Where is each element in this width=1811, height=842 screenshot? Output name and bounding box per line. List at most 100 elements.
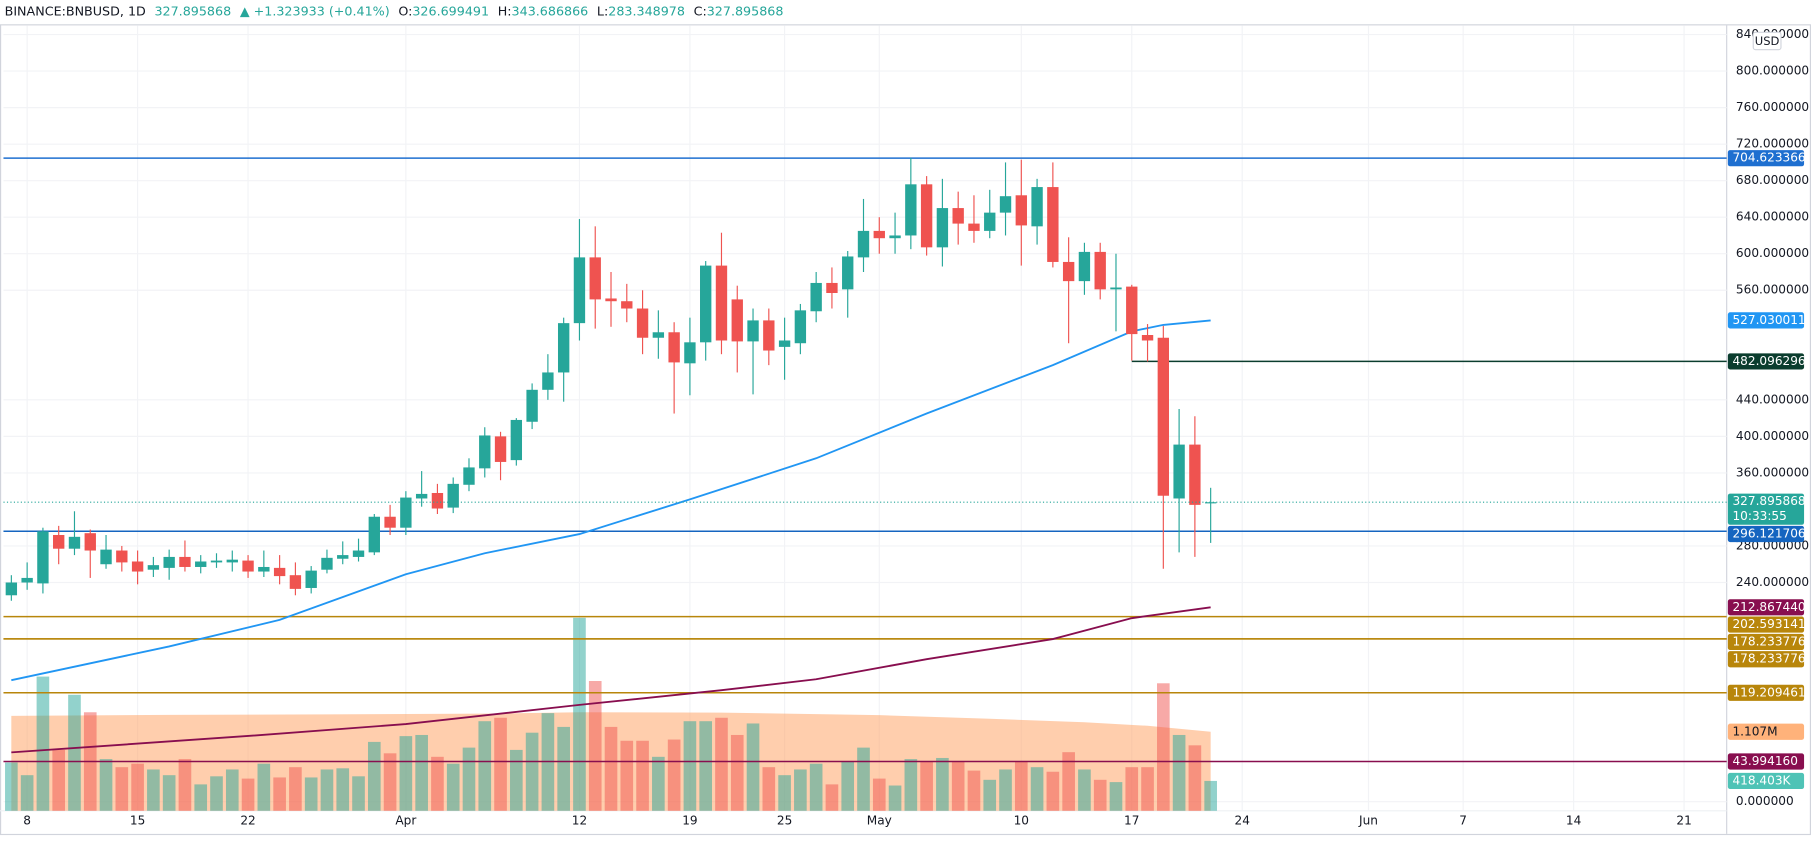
volume-bar — [1014, 761, 1028, 811]
candle-body — [179, 556, 191, 567]
volume-bar — [68, 694, 81, 811]
volume-bar — [178, 759, 192, 811]
ma-label: 212.867440 — [1732, 600, 1805, 614]
volume-bar — [557, 726, 570, 811]
volume-ma-label-box — [1727, 723, 1805, 740]
volume-bar — [446, 763, 460, 811]
hline-label-box — [1727, 633, 1805, 651]
candle-body — [542, 372, 554, 390]
volume-bar — [857, 747, 870, 811]
volume-bar — [115, 767, 129, 811]
volume-bar — [967, 770, 981, 811]
volume-bar — [983, 779, 997, 811]
y-tick-label: 800.000000 — [1736, 64, 1809, 78]
candle-body — [810, 282, 822, 312]
candle-body — [952, 208, 964, 224]
x-tick-label: Apr — [395, 814, 416, 828]
legend-header: BINANCE:BNBUSD, 1D 327.895868 ▲ +1.32393… — [5, 3, 784, 18]
volume-bar — [304, 777, 318, 811]
y-tick-label: 760.000000 — [1736, 100, 1809, 114]
x-tick-label: 25 — [777, 814, 792, 828]
volume-bar — [415, 734, 428, 811]
volume-bar — [778, 775, 791, 811]
candle-body — [715, 265, 728, 341]
volume-bar — [573, 617, 586, 811]
volume-bar — [715, 717, 728, 811]
candle-body — [305, 570, 317, 588]
y-tick-label: 440.000000 — [1736, 392, 1809, 406]
volume-bar — [478, 721, 492, 811]
volume-bar — [1046, 771, 1060, 811]
currency-box — [1752, 31, 1782, 51]
x-tick-label: 22 — [240, 814, 255, 828]
volume-bar — [652, 756, 665, 811]
candle-body — [352, 550, 365, 557]
candle-body — [384, 516, 396, 528]
volume-bar — [320, 769, 334, 811]
hline-label: 119.209461 — [1732, 685, 1805, 699]
hline-label-box — [1727, 353, 1805, 370]
volume-bar — [920, 761, 933, 811]
volume-bar — [162, 775, 176, 811]
x-tick-label: May — [867, 814, 892, 828]
volume-bar — [225, 769, 239, 811]
x-tick-label: 17 — [1124, 814, 1139, 828]
volume-bar — [52, 749, 66, 811]
candle-body — [1173, 444, 1185, 499]
candle-body — [479, 435, 491, 469]
candle-body — [1062, 261, 1075, 282]
hline-label-box — [1727, 651, 1805, 668]
candle-body — [857, 230, 870, 258]
volume-bar — [36, 676, 50, 811]
volume-bar — [683, 721, 697, 811]
candle-body — [494, 436, 507, 462]
candle-body — [21, 577, 33, 583]
volume-bar — [289, 767, 302, 811]
ma-label: 527.030011 — [1732, 313, 1805, 327]
y-tick-label: 360.000000 — [1736, 465, 1809, 479]
y-tick-label: 640.000000 — [1736, 210, 1809, 224]
o-label: O: — [398, 3, 412, 18]
volume-bar — [1157, 683, 1170, 811]
x-tick-label: 19 — [682, 814, 697, 828]
volume-bar — [999, 769, 1012, 811]
candle-body — [163, 556, 175, 568]
candle-body — [337, 555, 349, 559]
candle-body — [920, 184, 933, 248]
volume-bar — [336, 768, 350, 811]
volume-bar — [1172, 734, 1186, 811]
candle-body — [826, 282, 838, 293]
candle-body — [1031, 187, 1043, 227]
o-value: 326.699491 — [412, 3, 489, 18]
volume-bar — [1204, 780, 1217, 811]
currency: USD — [1755, 34, 1780, 48]
volume-bar — [604, 726, 618, 811]
ma-label-box — [1727, 312, 1805, 329]
candle-body — [589, 257, 601, 300]
volume-ma-label: 1.107M — [1732, 724, 1777, 738]
x-tick-label: Jun — [1358, 814, 1378, 828]
candle-body — [131, 561, 144, 572]
volume-bar — [730, 734, 744, 811]
volume-bar — [367, 741, 381, 811]
hline-label-box — [1727, 150, 1805, 167]
x-tick-label: 15 — [130, 814, 145, 828]
volume-bar — [794, 769, 807, 811]
current-price-label: 327.895868 — [1732, 494, 1805, 508]
candle-body — [447, 483, 459, 508]
h-value: 343.686866 — [512, 3, 589, 18]
candle-body — [700, 265, 712, 343]
candle-body — [968, 223, 980, 231]
candle-body — [84, 533, 96, 551]
l-label: L: — [597, 3, 608, 18]
candle-body — [873, 230, 885, 239]
candle-body — [400, 497, 412, 528]
candle-body — [258, 566, 270, 572]
current-price-label: 10:33:55 — [1732, 509, 1786, 523]
candle-body — [5, 582, 18, 596]
volume-bar — [494, 717, 507, 811]
hline-label: 482.096296 — [1732, 354, 1805, 368]
c-value: 327.895868 — [707, 3, 784, 18]
volume-label-box — [1727, 772, 1805, 790]
volume-bar — [636, 740, 649, 811]
